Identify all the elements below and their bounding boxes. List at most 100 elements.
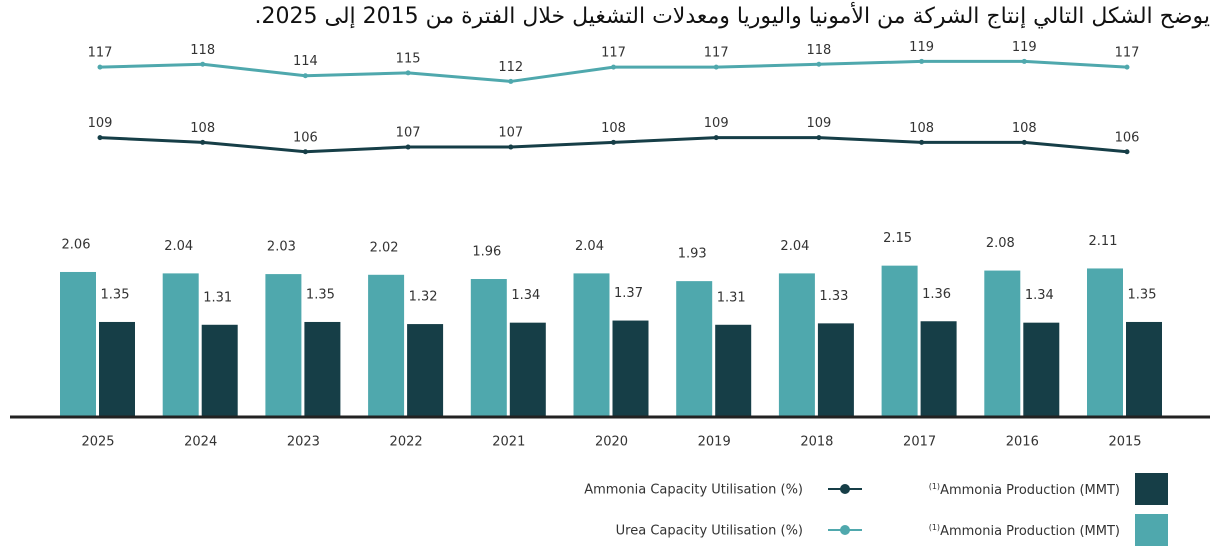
x-tick-label: 2019 (698, 435, 731, 450)
line-value-label: 107 (498, 126, 523, 141)
bar-value-label: 1.34 (511, 288, 540, 303)
bar (304, 321, 341, 417)
legend-note: (1) (929, 482, 940, 491)
bar (1023, 322, 1060, 417)
line-value-label: 106 (1115, 130, 1140, 145)
line-value-label: 118 (806, 43, 831, 58)
line (99, 59, 1128, 83)
line-point (1124, 64, 1130, 70)
bar (60, 271, 96, 417)
line-value-label: 114 (293, 54, 318, 69)
bar-value-label: 2.11 (1089, 234, 1118, 249)
legend-dot (840, 484, 850, 494)
line-value-label: 108 (601, 121, 626, 136)
line-point (919, 58, 925, 64)
bar-value-label: 2.04 (164, 239, 193, 254)
line-value-label: 119 (1012, 40, 1037, 55)
legend-label: (1)Ammonia Production (MMT) (929, 482, 1120, 498)
bar-value-label: 2.15 (883, 231, 912, 246)
line-value-label: 107 (396, 126, 421, 141)
x-tick-label: 2024 (184, 435, 217, 450)
bar-value-label: 1.35 (1128, 287, 1157, 302)
bar-value-label: 1.33 (819, 289, 848, 304)
line-point (97, 64, 103, 70)
legend-label: (1)Ammonia Production (MMT) (929, 523, 1120, 539)
legend-name: Ammonia Production (MMT) (940, 483, 1120, 498)
line-point (508, 144, 514, 150)
bar-value-label: 1.37 (614, 286, 643, 301)
line-value-label: 108 (190, 121, 215, 136)
line-value-label: 117 (601, 46, 626, 61)
line-value-label: 117 (1115, 46, 1140, 61)
bar (99, 321, 135, 417)
line-value-label: 106 (293, 130, 318, 145)
bar-value-label: 1.35 (306, 287, 335, 302)
bar (1087, 268, 1123, 417)
bar (407, 324, 444, 417)
legend-label: Ammonia Capacity Utilisation (%) (584, 483, 803, 498)
bar-value-label: 2.03 (267, 240, 296, 255)
legend-label: Urea Capacity Utilisation (%) (616, 524, 803, 539)
line-point (1021, 58, 1027, 64)
line-value-label: 117 (88, 46, 113, 61)
line-value-label: 118 (190, 43, 215, 58)
line-point (97, 135, 103, 141)
bar (984, 270, 1021, 417)
line-value-label: 117 (704, 46, 729, 61)
line-value-label: 112 (498, 60, 523, 75)
bar (715, 324, 752, 417)
x-tick-label: 2021 (492, 435, 525, 450)
line-point (611, 64, 616, 70)
legend-dot (840, 525, 850, 535)
bar-value-label: 1.32 (409, 290, 438, 305)
line-value-label: 109 (806, 116, 831, 131)
bar (201, 324, 238, 417)
bar-value-label: 2.04 (780, 239, 809, 254)
bar-value-label: 1.96 (472, 245, 501, 260)
bar (509, 322, 546, 417)
line-point (919, 139, 925, 145)
line-value-label: 119 (909, 40, 934, 55)
bar (676, 281, 713, 417)
x-tick-label: 2020 (595, 435, 628, 450)
line-point (200, 139, 206, 145)
line-point (302, 149, 308, 155)
bar-value-label: 1.31 (717, 290, 746, 305)
bar (817, 323, 854, 417)
line-point (816, 61, 822, 67)
line-point (713, 135, 719, 141)
line-point (713, 64, 719, 70)
bar (612, 320, 649, 417)
line-value-label: 115 (396, 51, 421, 66)
bar (920, 321, 957, 417)
bar-value-label: 1.35 (101, 287, 130, 302)
bar-value-label: 1.93 (678, 247, 707, 262)
bar (778, 273, 815, 417)
x-tick-label: 2017 (903, 435, 936, 450)
chart-title: يوضح الشكل التالي إنتاج الشركة من الأمون… (254, 4, 1210, 29)
legend-note: (1) (929, 523, 940, 532)
x-tick-label: 2023 (287, 435, 320, 450)
bar (1126, 321, 1162, 417)
line-value-label: 109 (88, 116, 113, 131)
legend-swatch (1135, 514, 1168, 546)
bar-value-label: 1.36 (922, 287, 951, 302)
line-value-label: 109 (704, 116, 729, 131)
bar-value-label: 2.06 (62, 237, 91, 252)
line-value-label: 108 (1012, 121, 1037, 136)
line-point (816, 135, 822, 141)
line-point (405, 144, 411, 150)
line-point (611, 139, 616, 145)
line-point (508, 78, 514, 84)
bar-value-label: 1.31 (203, 290, 232, 305)
x-tick-label: 2022 (390, 435, 423, 450)
bar (573, 273, 610, 417)
bar (162, 273, 199, 417)
line-value-label: 108 (909, 121, 934, 136)
x-tick-label: 2016 (1006, 435, 1039, 450)
x-tick-label: 2015 (1108, 435, 1141, 450)
bar (368, 274, 405, 417)
bar (470, 279, 507, 417)
line-point (405, 70, 411, 76)
